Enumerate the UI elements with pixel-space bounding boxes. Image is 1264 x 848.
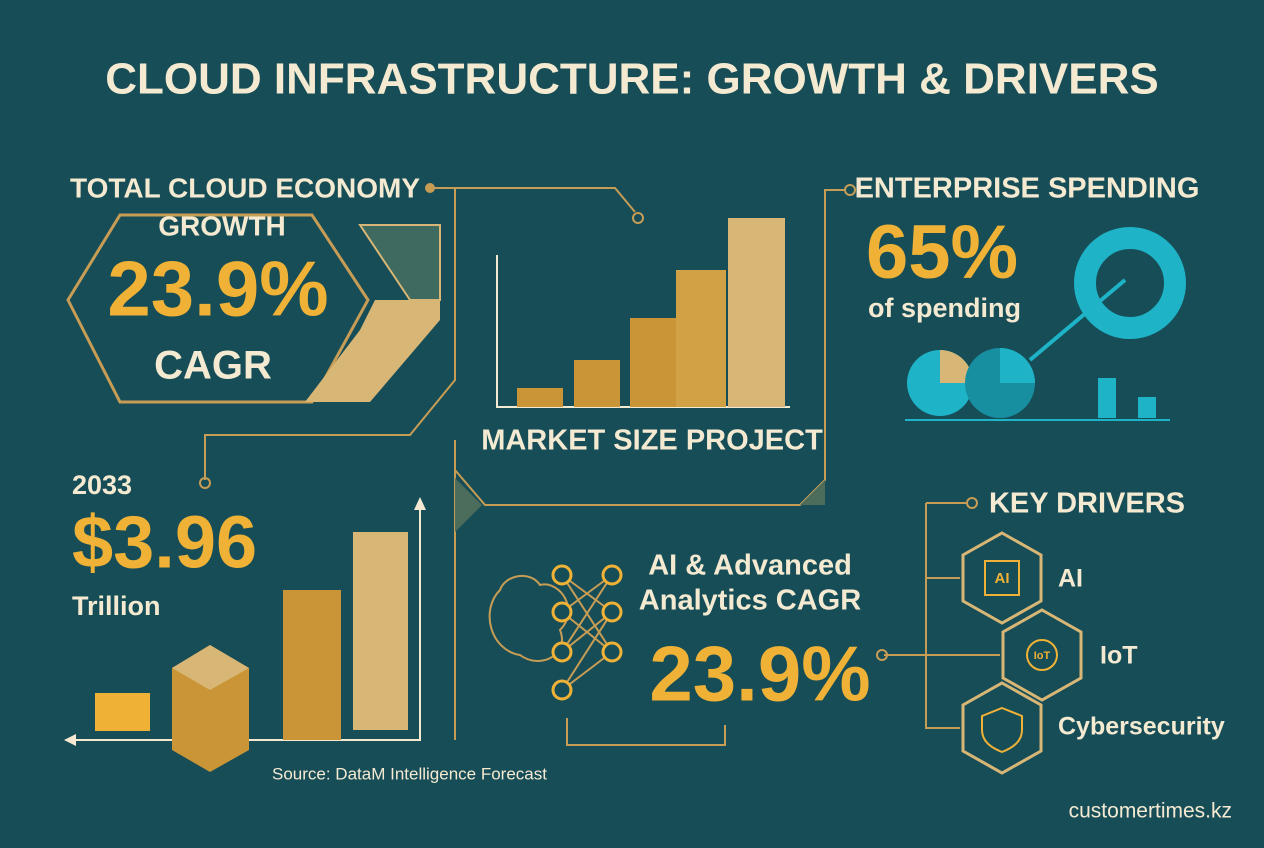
growth-value: 23.9% bbox=[107, 245, 328, 333]
decor-polygon bbox=[961, 531, 1043, 625]
decor-circle bbox=[551, 641, 573, 663]
forecast-value: $3.96 bbox=[72, 501, 257, 584]
enterprise-heading: ENTERPRISE SPENDING bbox=[855, 173, 1200, 205]
decor-polygon bbox=[305, 300, 440, 402]
decor-circle bbox=[1074, 227, 1186, 339]
decor-circle bbox=[551, 601, 573, 623]
decor-rect bbox=[984, 560, 1020, 596]
decor-circle bbox=[551, 679, 573, 701]
decor-polygon bbox=[961, 681, 1043, 775]
page-title: CLOUD INFRASTRUCTURE: GROWTH & DRIVERS bbox=[105, 55, 1159, 104]
decor-path bbox=[940, 350, 973, 383]
decor-line bbox=[1028, 278, 1127, 362]
icon-label: IoT bbox=[1034, 650, 1051, 662]
decor-circle bbox=[966, 497, 978, 509]
market-label: MARKET SIZE PROJECT bbox=[481, 425, 823, 457]
decor-g bbox=[551, 564, 623, 701]
decor-path bbox=[566, 718, 726, 746]
decor-rect bbox=[95, 693, 150, 731]
decor-rect bbox=[676, 270, 726, 407]
decor-line bbox=[561, 611, 613, 653]
enterprise-value: 65% bbox=[866, 210, 1018, 295]
driver-label: IoT bbox=[1100, 642, 1138, 670]
driver-label: Cybersecurity bbox=[1058, 713, 1225, 741]
ai-heading: Analytics CAGR bbox=[639, 585, 861, 617]
source: Source: DataM Intelligence Forecast bbox=[272, 764, 547, 783]
decor-polygon bbox=[64, 734, 76, 746]
decor-polygon bbox=[455, 478, 482, 532]
driver-label: AI bbox=[1058, 565, 1083, 593]
decor-rect bbox=[728, 218, 785, 407]
decor-rect bbox=[353, 532, 408, 730]
decor-circle bbox=[601, 641, 623, 663]
drivers-heading: KEY DRIVERS bbox=[989, 488, 1185, 520]
decor-circle bbox=[601, 564, 623, 586]
decor-circle bbox=[551, 564, 573, 586]
decor-path bbox=[488, 575, 570, 662]
forecast-unit: Trillion bbox=[72, 591, 161, 621]
growth-heading: TOTAL CLOUD ECONOMY bbox=[70, 172, 420, 203]
decor-polygon bbox=[1001, 608, 1083, 702]
decor-circle bbox=[1026, 639, 1058, 671]
forecast-year: 2033 bbox=[72, 470, 132, 500]
decor-circle bbox=[425, 183, 435, 193]
decor-path bbox=[884, 502, 1000, 729]
decor-rect bbox=[1138, 397, 1156, 418]
decor-rect bbox=[517, 388, 563, 407]
decor-rect bbox=[574, 360, 620, 407]
decor-path bbox=[1000, 348, 1035, 383]
decor-path bbox=[440, 187, 636, 213]
decor-circle bbox=[632, 212, 644, 224]
decor-circle bbox=[601, 601, 623, 623]
decor-line bbox=[561, 611, 613, 691]
ai-value: 23.9% bbox=[649, 630, 870, 718]
ai-heading: AI & Advanced bbox=[648, 550, 852, 582]
growth-unit: CAGR bbox=[154, 344, 272, 388]
decor-rect bbox=[630, 318, 676, 407]
footer-site: customertimes.kz bbox=[1069, 800, 1232, 823]
decor-line bbox=[561, 574, 613, 653]
decor-polygon bbox=[414, 497, 426, 510]
decor-polygon bbox=[800, 480, 825, 505]
decor-polygon bbox=[172, 645, 249, 690]
decor-path bbox=[981, 706, 1023, 754]
decor-rect bbox=[283, 590, 341, 740]
enterprise-caption: of spending bbox=[868, 293, 1021, 323]
decor-circle bbox=[876, 649, 888, 661]
decor-rect bbox=[1098, 378, 1116, 418]
decor-g bbox=[961, 531, 1083, 775]
decor-circle bbox=[199, 477, 211, 489]
growth-heading: GROWTH bbox=[158, 210, 286, 241]
decor-circle bbox=[844, 184, 856, 196]
icon-label: AI bbox=[995, 570, 1010, 587]
